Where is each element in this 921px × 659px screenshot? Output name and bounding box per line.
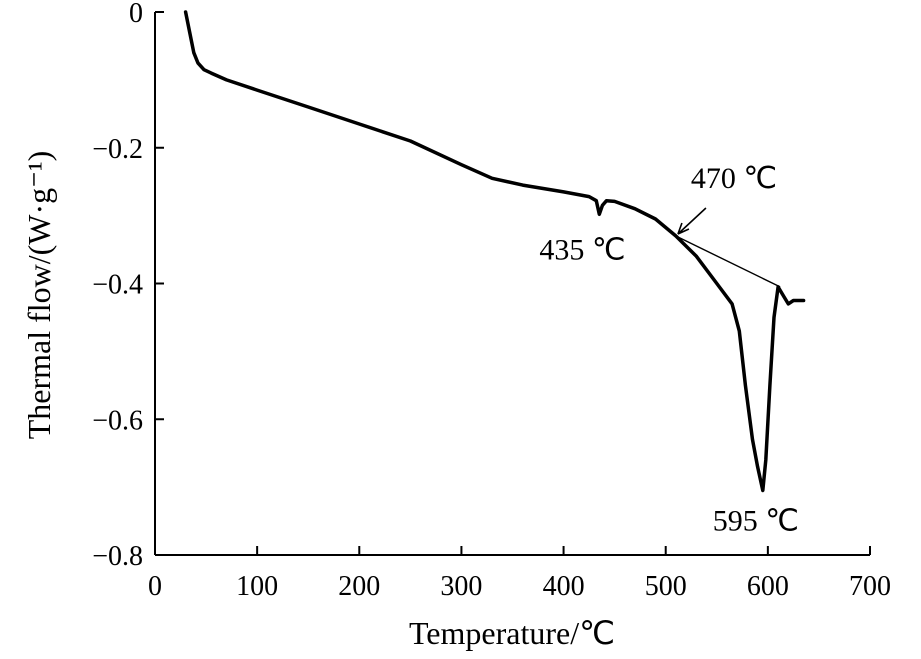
x-tick-label: 600: [747, 571, 789, 602]
y-tick-label: 0: [129, 0, 143, 29]
annotations: 435 ℃ 470 ℃ 595 ℃: [539, 162, 799, 538]
annotation-label: 435 ℃: [539, 233, 625, 266]
y-tick-label: −0.6: [92, 405, 143, 436]
x-tick-label: 200: [338, 571, 380, 602]
y-tick-label: −0.4: [92, 270, 143, 301]
ticks: 0 100 200 300 400 500 600 700 0 −0.2 −0.4 −0.6 −0.8: [92, 0, 891, 602]
plot-area: [183, 10, 806, 493]
x-tick-label: 300: [440, 571, 482, 602]
x-tick-label: 700: [849, 571, 891, 602]
y-tick-label: −0.2: [92, 134, 143, 165]
x-tick-label: 0: [148, 571, 162, 602]
y-tick-label: −0.8: [92, 541, 143, 572]
x-tick-label: 100: [236, 571, 278, 602]
x-axis-label: Temperature/℃: [409, 615, 615, 651]
x-tick-label: 400: [543, 571, 585, 602]
y-axis-label: Thermal flow/(W·g⁻¹): [21, 151, 57, 440]
annotation-label: 595 ℃: [713, 505, 799, 538]
annotation-arrow: [677, 207, 707, 235]
annotation-label: 470 ℃: [691, 162, 777, 195]
tangent-line: [675, 235, 781, 288]
heat-flow-curve: [183, 10, 806, 493]
x-tick-label: 500: [645, 571, 687, 602]
